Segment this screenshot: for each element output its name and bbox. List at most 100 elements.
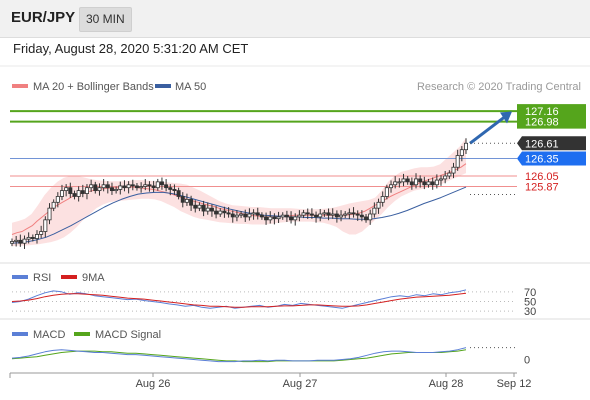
timeframe-button[interactable]: 30 MIN bbox=[79, 7, 132, 32]
candle-101 bbox=[430, 177, 435, 190]
candle-body bbox=[68, 187, 73, 194]
candle-71 bbox=[305, 208, 310, 220]
candle-100 bbox=[426, 178, 431, 188]
candle-5 bbox=[30, 234, 35, 242]
candle-body bbox=[330, 213, 335, 216]
candle-49 bbox=[214, 206, 219, 219]
candle-51 bbox=[222, 206, 227, 218]
candle-body bbox=[214, 210, 219, 215]
level-tag-127.16: 127.16 bbox=[525, 106, 559, 118]
candle-32 bbox=[143, 179, 148, 191]
candle-63 bbox=[272, 213, 277, 225]
candle-body bbox=[439, 178, 444, 181]
macd-panel: 0 bbox=[11, 347, 530, 367]
candle-body bbox=[147, 184, 152, 187]
candle-body bbox=[126, 184, 131, 189]
candle-28 bbox=[126, 181, 131, 194]
candle-93 bbox=[397, 178, 402, 188]
macd-legend-label: MACD bbox=[33, 329, 65, 341]
candle-body bbox=[155, 181, 160, 189]
candle-36 bbox=[159, 177, 164, 190]
candle-body bbox=[443, 175, 448, 180]
candle-body bbox=[76, 190, 81, 197]
ma50-legend-swatch bbox=[155, 84, 171, 88]
candle-94 bbox=[401, 173, 406, 187]
candle-104 bbox=[443, 170, 448, 184]
candle-103 bbox=[439, 175, 444, 186]
candle-98 bbox=[418, 175, 423, 188]
candle-body bbox=[322, 212, 327, 215]
candle-81 bbox=[347, 208, 352, 220]
candle-29 bbox=[130, 179, 135, 191]
candle-57 bbox=[247, 208, 252, 221]
candle-82 bbox=[351, 207, 356, 218]
candle-86 bbox=[368, 209, 373, 225]
candle-body bbox=[289, 216, 294, 221]
candle-56 bbox=[243, 209, 248, 222]
candle-38 bbox=[168, 184, 173, 196]
rsi-legend-label: RSI bbox=[33, 272, 51, 284]
candle-body bbox=[80, 190, 85, 194]
candle-body bbox=[197, 204, 202, 209]
candle-body bbox=[43, 219, 48, 232]
candle-0 bbox=[9, 238, 14, 247]
forecast-arrow-shaft bbox=[469, 116, 505, 145]
candle-34 bbox=[151, 180, 156, 193]
candle-body bbox=[280, 214, 285, 218]
candle-body bbox=[159, 181, 164, 186]
candle-107 bbox=[455, 149, 460, 171]
candle-body bbox=[272, 216, 277, 220]
candle-body bbox=[409, 181, 414, 186]
candle-body bbox=[351, 212, 356, 215]
candle-33 bbox=[147, 181, 152, 192]
candle-body bbox=[193, 204, 198, 209]
candle-body bbox=[301, 212, 306, 216]
candle-91 bbox=[389, 180, 394, 193]
candle-65 bbox=[280, 212, 285, 220]
current-price-tag-text: 126.61 bbox=[525, 138, 559, 150]
candle-body bbox=[226, 212, 231, 215]
candle-body bbox=[14, 239, 19, 242]
candle-21 bbox=[97, 183, 102, 196]
candle-20 bbox=[93, 181, 98, 194]
candle-72 bbox=[309, 208, 314, 219]
candlestick-layer bbox=[9, 138, 468, 249]
candle-61 bbox=[264, 212, 269, 225]
x-axis-labels: Aug 26 Aug 27 Aug 28 Sep 12 bbox=[136, 373, 531, 390]
candle-52 bbox=[226, 207, 231, 218]
candle-87 bbox=[372, 202, 377, 218]
candle-9 bbox=[47, 203, 52, 225]
macd-legend-swatch bbox=[12, 332, 28, 336]
level-tag-126.35-bg bbox=[517, 151, 586, 166]
candle-body bbox=[293, 216, 298, 221]
candle-body bbox=[209, 207, 214, 212]
candle-body bbox=[134, 185, 139, 189]
candle-body bbox=[284, 214, 289, 218]
rsi-legend: RSI 9MA bbox=[12, 272, 105, 284]
candle-59 bbox=[255, 207, 260, 220]
candle-body bbox=[26, 236, 31, 240]
candle-body bbox=[143, 184, 148, 187]
candle-27 bbox=[122, 180, 127, 192]
candle-13 bbox=[64, 184, 69, 197]
candle-body bbox=[89, 184, 94, 189]
candle-31 bbox=[139, 182, 144, 193]
level-tag-126.05-text: 126.05 bbox=[525, 171, 559, 183]
candle-body bbox=[172, 189, 177, 192]
candle-body bbox=[393, 181, 398, 186]
candle-body bbox=[222, 210, 227, 214]
candle-body bbox=[276, 216, 281, 220]
candle-22 bbox=[101, 179, 106, 192]
ma20-legend-label: MA 20 + Bollinger Bands bbox=[33, 81, 154, 93]
candle-10 bbox=[51, 199, 56, 212]
level-tag-126.35: 126.35 bbox=[517, 151, 586, 166]
candle-body bbox=[455, 155, 460, 168]
candle-body bbox=[47, 207, 52, 221]
candle-25 bbox=[114, 186, 119, 194]
candle-body bbox=[184, 198, 189, 203]
candle-62 bbox=[268, 211, 273, 224]
candle-body bbox=[64, 187, 69, 192]
candle-41 bbox=[180, 192, 185, 208]
